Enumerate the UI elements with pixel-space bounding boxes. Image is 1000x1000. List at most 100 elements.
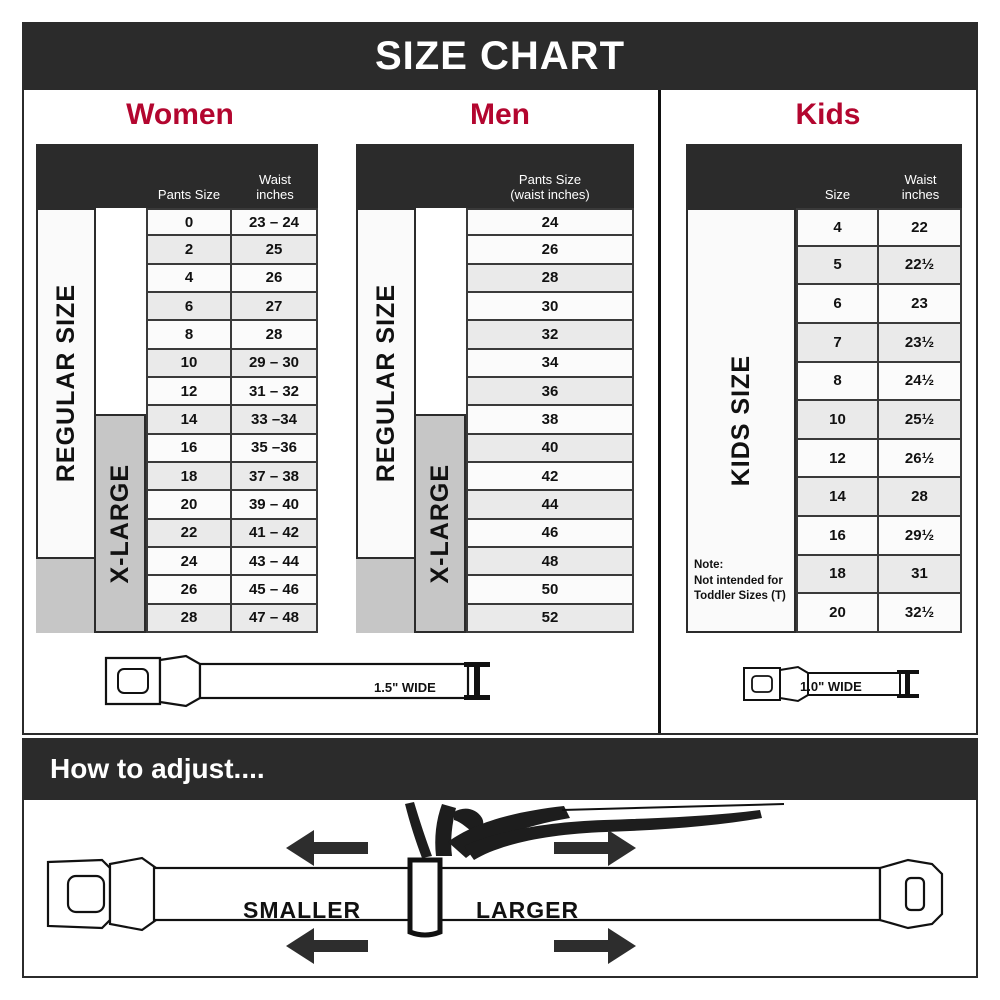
table-row: 26 45 – 46	[146, 576, 318, 605]
belt-adjust-illustration	[46, 802, 944, 964]
table-men-body: REGULAR SIZE X-LARGE 24 26 28 30 32 34 36 38 40 4…	[356, 208, 634, 633]
table-row: 24 43 – 44	[146, 547, 318, 577]
cell-size: 20	[796, 594, 879, 633]
table-row: 7 23½	[796, 323, 962, 363]
cell-waist: 39 – 40	[232, 491, 318, 520]
cell-waist: 23	[879, 285, 962, 324]
belt-illustration-wide	[104, 654, 490, 708]
side-label-xlarge-men: X-LARGE	[414, 414, 466, 633]
table-row: 26	[466, 236, 634, 265]
cell-size: 18	[796, 555, 879, 595]
table-row: 6 23	[796, 285, 962, 324]
table-row: 5 22½	[796, 246, 962, 286]
cell-size: 6	[796, 285, 879, 324]
cell-pants-size: 26	[466, 236, 634, 265]
panel-heading-men: Men	[470, 98, 530, 131]
table-row: 18 37 – 38	[146, 462, 318, 492]
column-header-kids-waist-inches: Waist inches	[901, 172, 940, 203]
cell-waist: 26½	[879, 439, 962, 479]
cell-pants-size: 40	[466, 434, 634, 463]
belt-width-label-narrow: 1.0" WIDE	[800, 679, 862, 694]
table-kids-body: KIDS SIZE Note: Not intended for Toddler S…	[686, 208, 962, 633]
cell-waist: 28	[879, 478, 962, 517]
cell-size: 4	[796, 208, 879, 247]
cell-pants-size: 52	[466, 604, 634, 633]
belt-illustration-narrow	[743, 665, 919, 703]
side-label-xlarge-men-text: X-LARGE	[425, 463, 454, 584]
cell-waist: 47 – 48	[232, 604, 318, 633]
table-row: 16 29½	[796, 517, 962, 556]
arrow-smaller-bottom	[286, 928, 368, 964]
table-row: 34	[466, 349, 634, 378]
table-women-header: Pants Size Waist inches	[36, 144, 318, 208]
label-smaller: SMALLER	[243, 897, 362, 923]
panel-divider-men-kids	[658, 90, 661, 733]
cell-pants-size: 24	[466, 208, 634, 237]
side-label-regular-size-women-text: REGULAR SIZE	[51, 284, 80, 483]
cell-waist: 27	[232, 292, 318, 322]
cell-waist: 33 –34	[232, 406, 318, 435]
cell-waist: 31	[879, 555, 962, 595]
table-row: 12 31 – 32	[146, 377, 318, 407]
cell-waist: 29½	[879, 517, 962, 556]
cell-size: 12	[796, 439, 879, 479]
kids-note: Note: Not intended for Toddler Sizes (T)	[694, 559, 786, 603]
cell-size: 2	[146, 236, 232, 265]
table-row: 20 39 – 40	[146, 491, 318, 520]
side-label-regular-size-men: REGULAR SIZE	[356, 208, 416, 559]
width-measure-marker-wide	[464, 662, 490, 700]
cell-size: 22	[146, 519, 232, 548]
cell-size: 18	[146, 462, 232, 492]
howto-adjust-title: How to adjust....	[50, 753, 265, 784]
cell-waist: 35 –36	[232, 434, 318, 463]
cell-waist: 29 – 30	[232, 349, 318, 378]
cell-pants-size: 30	[466, 292, 634, 322]
cell-pants-size: 38	[466, 406, 634, 435]
cell-size: 7	[796, 323, 879, 363]
table-row: 8 28	[146, 321, 318, 350]
cell-size: 5	[796, 246, 879, 286]
arrow-larger-bottom	[554, 928, 636, 964]
page-title-bar: SIZE CHART	[22, 22, 978, 90]
side-label-kids-size: KIDS SIZE	[686, 208, 796, 633]
cell-size: 10	[796, 401, 879, 440]
table-row: 28	[466, 264, 634, 293]
table-row: 30	[466, 292, 634, 322]
cell-pants-size: 42	[466, 462, 634, 492]
table-row: 14 28	[796, 478, 962, 517]
side-label-kids-size-text: KIDS SIZE	[726, 354, 755, 487]
arrow-larger-top	[554, 830, 636, 866]
table-row: 28 47 – 48	[146, 604, 318, 633]
cell-waist: 43 – 44	[232, 547, 318, 577]
cell-size: 28	[146, 604, 232, 633]
cell-waist: 41 – 42	[232, 519, 318, 548]
cell-pants-size: 48	[466, 547, 634, 577]
cell-pants-size: 28	[466, 264, 634, 293]
table-women-rows: 0 23 – 24 2 25 4 26 6 27 8 28 10 29 – 30 12 31 – 32 14…	[146, 208, 318, 633]
cell-waist: 31 – 32	[232, 377, 318, 407]
table-row: 52	[466, 604, 634, 633]
cell-size: 14	[796, 478, 879, 517]
column-header-pants-size: Pants Size	[157, 187, 221, 203]
table-row: 24	[466, 208, 634, 237]
cell-waist: 25½	[879, 401, 962, 440]
table-women: Pants Size Waist inches REGULAR SIZE X-LA…	[36, 144, 318, 633]
label-larger: LARGER	[476, 897, 580, 923]
cell-waist: 23 – 24	[232, 208, 318, 237]
cell-waist: 32½	[879, 594, 962, 633]
page-title: SIZE CHART	[375, 33, 625, 78]
table-row: 36	[466, 377, 634, 407]
cell-waist: 26	[232, 264, 318, 293]
cell-size: 20	[146, 491, 232, 520]
column-header-pants-size-waist: Pants Size (waist inches)	[510, 172, 590, 203]
table-row: 18 31	[796, 555, 962, 595]
cell-waist: 22½	[879, 246, 962, 286]
side-label-regular-size-men-text: REGULAR SIZE	[371, 284, 400, 483]
column-header-size: Size	[824, 187, 851, 203]
cell-pants-size: 46	[466, 519, 634, 548]
table-row: 16 35 –36	[146, 434, 318, 463]
table-row: 10 29 – 30	[146, 349, 318, 378]
table-kids-header: Size Waist inches	[686, 144, 962, 208]
cell-waist: 22	[879, 208, 962, 247]
